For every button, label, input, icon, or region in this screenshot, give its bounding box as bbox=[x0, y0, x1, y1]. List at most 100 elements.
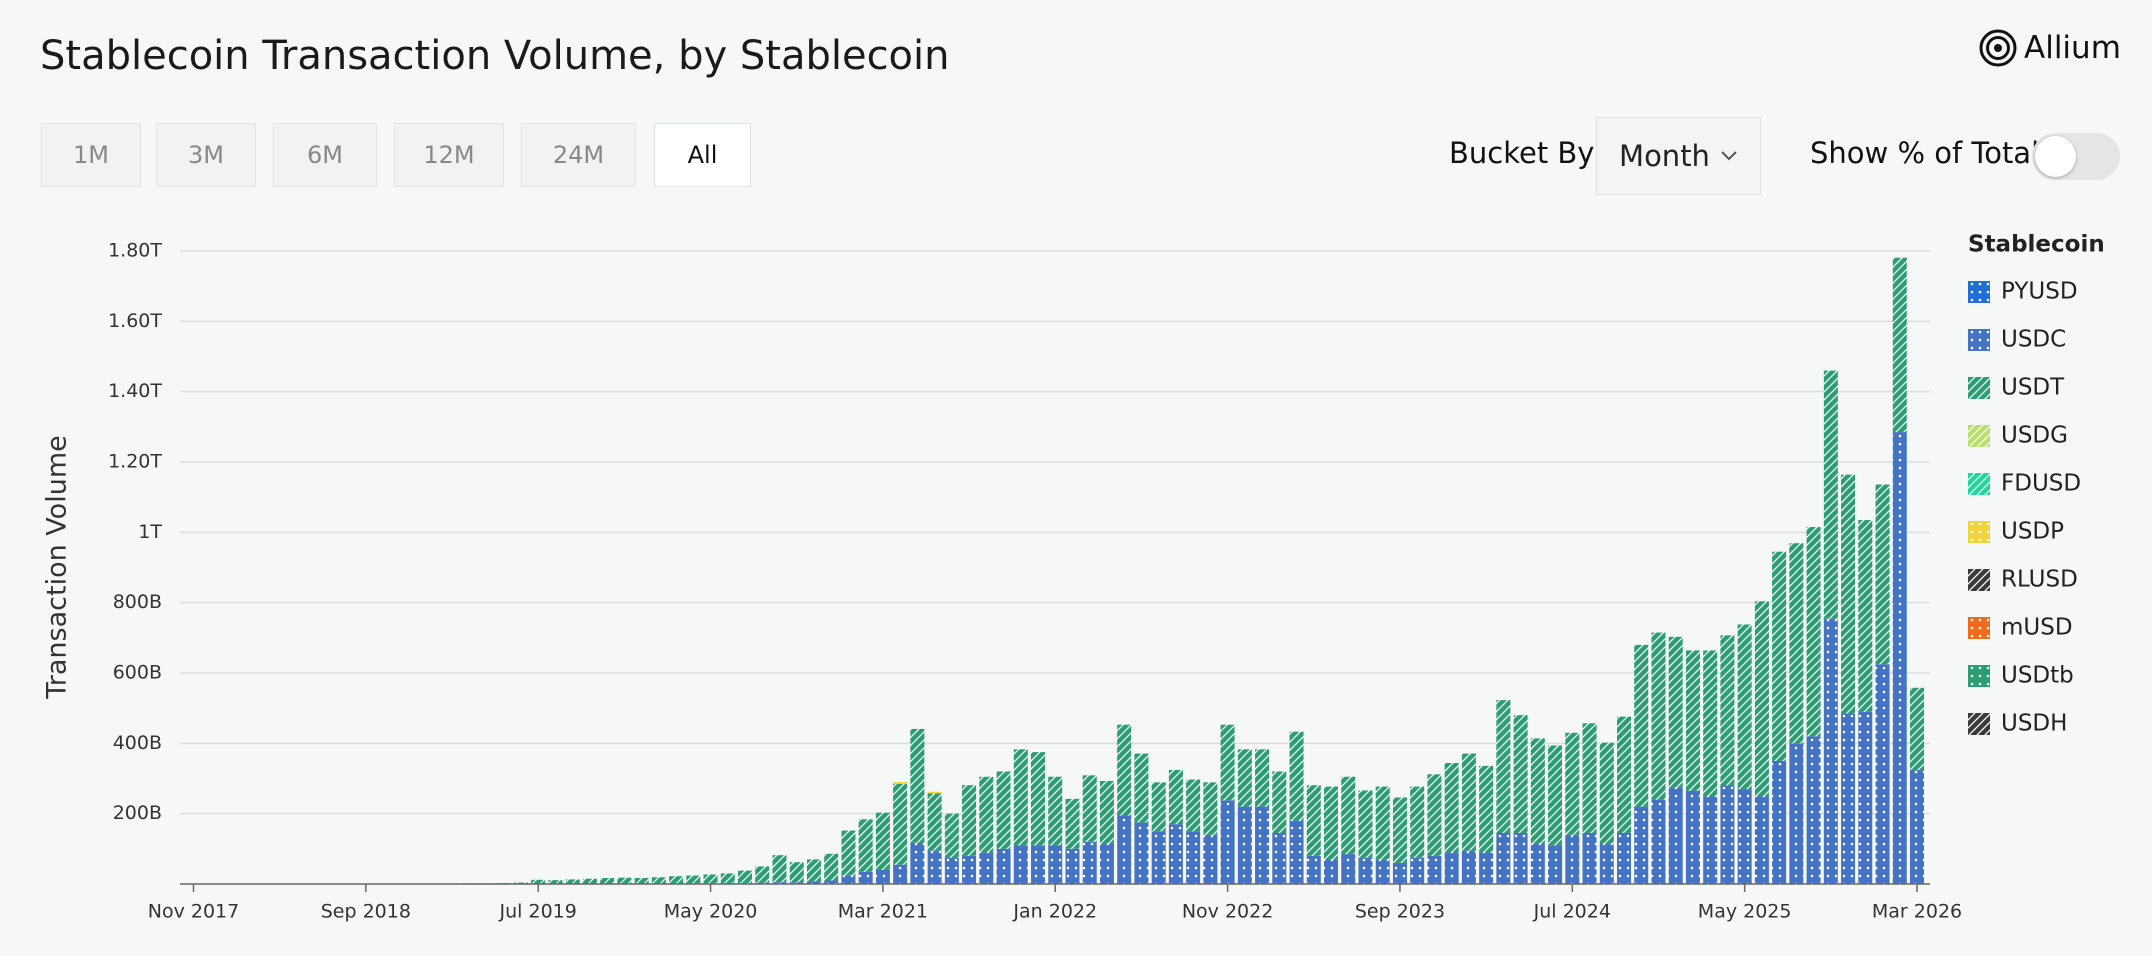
bar-segment bbox=[1599, 843, 1614, 884]
range-button[interactable]: All bbox=[654, 123, 751, 187]
bar-segment bbox=[1513, 715, 1528, 834]
bar-segment bbox=[1117, 815, 1132, 884]
range-button[interactable]: 24M bbox=[521, 123, 636, 187]
bar-segment bbox=[738, 870, 753, 883]
range-button[interactable]: 1M bbox=[41, 123, 141, 187]
bucket-dropdown[interactable]: Month bbox=[1596, 117, 1761, 195]
chevron bbox=[1721, 151, 1737, 161]
bar-segment bbox=[1392, 797, 1407, 863]
bar-segment bbox=[1048, 776, 1063, 846]
bar-segment bbox=[1306, 785, 1321, 856]
bar-segment bbox=[1099, 780, 1114, 844]
dropdown-value: Month bbox=[1619, 139, 1710, 173]
bar-segment bbox=[944, 857, 959, 884]
bucket-label: Bucket By bbox=[1449, 136, 1595, 170]
bar-segment bbox=[1220, 724, 1235, 801]
bar-segment bbox=[1048, 845, 1063, 884]
bar-segment bbox=[1168, 824, 1183, 884]
bar-segment bbox=[686, 875, 701, 884]
bar-segment bbox=[755, 866, 770, 883]
legend-swatch bbox=[1968, 713, 1990, 735]
bar-segment bbox=[1168, 770, 1183, 825]
bar-segment bbox=[1324, 859, 1339, 884]
bar-segment bbox=[1237, 806, 1252, 884]
y-axis-label: Transaction Volume bbox=[42, 435, 73, 699]
bar-segment bbox=[824, 853, 839, 881]
bar-segment bbox=[1461, 850, 1476, 884]
bar-segment bbox=[1582, 833, 1597, 884]
bar-segment bbox=[1668, 636, 1683, 788]
legend-label: USDH bbox=[2001, 711, 2067, 737]
bar-segment bbox=[1841, 474, 1856, 714]
bar-segment bbox=[1289, 731, 1304, 821]
bar-segment bbox=[1841, 713, 1856, 884]
bar-segment bbox=[1358, 857, 1373, 884]
bar-segment bbox=[1582, 723, 1597, 834]
x-tick-label: Nov 2022 bbox=[1182, 901, 1273, 923]
bar-segment bbox=[1910, 770, 1924, 884]
bar-segment bbox=[1099, 843, 1114, 884]
bar-segment bbox=[651, 877, 666, 884]
bar-segment bbox=[1737, 624, 1752, 790]
legend-label: USDtb bbox=[2001, 663, 2074, 689]
range-button[interactable]: 12M bbox=[394, 123, 504, 187]
y-tick-label: 1T bbox=[138, 521, 162, 543]
bar-segment bbox=[962, 785, 977, 856]
bar-segment bbox=[1892, 432, 1907, 884]
bar-segment bbox=[1737, 789, 1752, 884]
bar-segment bbox=[1444, 763, 1459, 853]
bar-segment bbox=[910, 728, 925, 843]
bar-segment bbox=[1858, 711, 1873, 884]
bar-segment bbox=[1651, 799, 1666, 884]
bar-segment bbox=[1203, 834, 1218, 884]
bar-segment bbox=[1910, 687, 1924, 771]
bar-segment bbox=[1754, 601, 1769, 797]
bar-segment bbox=[1444, 852, 1459, 884]
bar-segment bbox=[927, 850, 942, 884]
legend-title: Stablecoin bbox=[1968, 232, 2105, 258]
y-tick-label: 1.60T bbox=[108, 310, 162, 332]
bar-segment bbox=[1461, 753, 1476, 851]
legend-label: USDG bbox=[2001, 423, 2068, 449]
legend-swatch bbox=[1968, 473, 1990, 495]
bar-segment bbox=[1031, 752, 1046, 846]
bar-segment bbox=[1634, 806, 1649, 884]
toggle-label: Show % of Total bbox=[1810, 136, 2040, 170]
bar-segment bbox=[600, 878, 615, 884]
bar-segment bbox=[1203, 782, 1218, 835]
legend-swatch bbox=[1968, 617, 1990, 639]
bar-segment bbox=[1823, 618, 1838, 884]
logo: Allium bbox=[1978, 28, 2121, 68]
legend-swatch bbox=[1968, 425, 1990, 447]
x-tick-label: Jul 2019 bbox=[499, 901, 577, 923]
bar-segment bbox=[1703, 650, 1718, 797]
bar-segment bbox=[1255, 806, 1270, 884]
bar-segment bbox=[1375, 786, 1390, 860]
bar-segment bbox=[617, 877, 632, 884]
bar-segment bbox=[1823, 370, 1838, 619]
x-tick-label: Mar 2026 bbox=[1872, 901, 1962, 923]
bar-segment bbox=[531, 879, 546, 884]
range-button[interactable]: 3M bbox=[156, 123, 256, 187]
bar-segment bbox=[1375, 859, 1390, 884]
bar-segment bbox=[1220, 800, 1235, 884]
bar-segment bbox=[1806, 736, 1821, 884]
toggle-knob bbox=[2035, 136, 2076, 177]
bar-segment bbox=[841, 875, 856, 884]
x-tick-label: Mar 2021 bbox=[838, 901, 928, 923]
bar-segment bbox=[1324, 786, 1339, 860]
bar-segment bbox=[1289, 820, 1304, 884]
x-tick-label: Jan 2022 bbox=[1012, 901, 1097, 923]
bar-segment bbox=[1134, 753, 1149, 823]
legend-swatch bbox=[1968, 377, 1990, 399]
bar-segment bbox=[1858, 520, 1873, 712]
legend-swatch bbox=[1968, 569, 1990, 591]
range-button[interactable]: 6M bbox=[273, 123, 377, 187]
percent-toggle[interactable] bbox=[2032, 133, 2120, 180]
bar-segment bbox=[1186, 779, 1201, 832]
bar-segment bbox=[1703, 796, 1718, 884]
bar-segment bbox=[703, 874, 718, 884]
bar-segment bbox=[1892, 257, 1907, 433]
bar-segment bbox=[1634, 644, 1649, 807]
